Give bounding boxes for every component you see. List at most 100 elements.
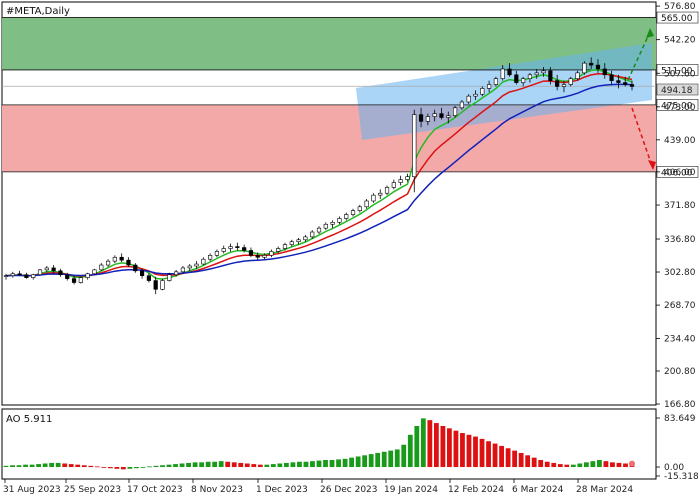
candle-body	[439, 113, 444, 118]
ao-bar	[473, 436, 478, 468]
x-tick-label: 31 Aug 2023	[3, 485, 61, 495]
candle-body	[487, 84, 492, 89]
ao-bar	[225, 461, 231, 468]
y-tick-label: 200.80	[664, 367, 696, 377]
level-label-2: 475.00	[661, 101, 693, 111]
ao-bar	[557, 464, 563, 468]
level-label-0: 565.00	[661, 14, 693, 24]
candle-body	[255, 255, 260, 258]
candle-body	[139, 270, 145, 277]
ao-bar	[375, 452, 381, 468]
ao-bar	[49, 462, 55, 468]
y-tick-label: 473.00	[664, 103, 696, 113]
candle-body	[507, 68, 512, 76]
ao-tick-label: 83.649	[664, 414, 696, 424]
ao-bar	[231, 462, 237, 468]
ao-bar	[179, 463, 185, 468]
ao-bar	[303, 461, 309, 468]
ao-bar	[290, 462, 296, 468]
level-tag-1	[656, 64, 699, 76]
candles-layer	[3, 57, 635, 295]
y-tick-label: 166.80	[664, 400, 696, 410]
candle-body	[112, 256, 117, 262]
candle-body	[391, 182, 396, 188]
y-tick-label: 302.80	[664, 268, 696, 278]
ao-last-marker	[629, 460, 635, 467]
ao-bar	[505, 448, 511, 468]
ao-bar	[447, 428, 452, 468]
ao-bar	[499, 445, 504, 468]
ao-bar	[186, 462, 191, 468]
candle-body	[58, 270, 63, 276]
candle-body	[65, 274, 70, 279]
trend-channel	[356, 43, 652, 140]
y-tick-label: 406.00	[664, 168, 696, 178]
y-tick-label: 336.80	[664, 235, 696, 245]
candle-body	[384, 187, 390, 194]
candle-body	[221, 248, 226, 252]
candle-body	[78, 277, 83, 283]
ao-bar	[388, 450, 394, 468]
candle-body	[242, 247, 247, 251]
candle-body	[248, 250, 254, 256]
ao-bar	[453, 430, 459, 468]
ao-tick-label: -15.318	[664, 472, 699, 482]
candle-body	[99, 264, 104, 271]
candle-body	[514, 74, 519, 83]
ao-bar	[466, 434, 472, 468]
current-price-label: 494.18	[661, 86, 693, 96]
ao-bar	[94, 466, 100, 468]
candle-body	[398, 179, 403, 183]
candle-body	[71, 278, 77, 283]
candle-body	[3, 275, 9, 278]
candle-body	[589, 62, 594, 66]
ao-bar	[531, 457, 537, 468]
rising-channel	[356, 43, 652, 140]
candle-body	[548, 70, 553, 81]
bullish-arrow	[627, 31, 651, 81]
ao-bar	[479, 438, 485, 468]
candle-body	[425, 116, 430, 122]
ao-bar	[205, 461, 211, 468]
ao-bar	[160, 465, 165, 468]
ao-bar	[460, 433, 465, 468]
candle-body	[10, 273, 15, 277]
candle-body	[480, 88, 485, 95]
candle-body	[180, 267, 186, 273]
candle-body	[201, 258, 206, 265]
ao-bar	[596, 459, 602, 468]
candle-body	[432, 113, 437, 117]
candle-body	[337, 218, 342, 223]
candle-body	[629, 84, 635, 87]
ao-bar	[36, 464, 42, 468]
x-axis-ticks: 31 Aug 2023 25 Sep 2023 17 Oct 2023 8 Nov 2…	[3, 479, 633, 495]
y-axis-ticks: 576.80 542.20 507.60 473.00 439.00 406.00 371.…	[656, 2, 696, 410]
bearish-arrowhead	[648, 160, 656, 170]
candle-body	[51, 267, 56, 272]
level-label-3: 406.00	[661, 168, 693, 178]
ao-bar	[297, 461, 302, 468]
candle-body	[235, 246, 240, 248]
ao-bar	[199, 462, 205, 468]
current-price-tag	[656, 83, 699, 96]
candle-body	[37, 269, 43, 276]
ao-plot-bg	[1, 408, 657, 480]
y-tick-label: 576.80	[664, 2, 696, 12]
candle-body	[350, 210, 356, 215]
ao-bar	[147, 466, 152, 468]
candle-body	[555, 80, 560, 87]
ao-bar	[486, 441, 491, 468]
level-tag-0	[656, 11, 699, 24]
ao-bar	[414, 425, 420, 468]
candle-body	[575, 72, 580, 79]
candle-body	[473, 93, 478, 97]
candle-body	[296, 239, 301, 243]
ao-bar	[583, 462, 589, 468]
ao-bar	[577, 463, 583, 468]
ao-bar	[283, 462, 289, 468]
ao-bar	[29, 464, 35, 468]
candle-body	[595, 64, 601, 70]
ao-bar	[570, 464, 576, 468]
ao-bar	[427, 420, 433, 468]
candle-body	[330, 222, 335, 225]
